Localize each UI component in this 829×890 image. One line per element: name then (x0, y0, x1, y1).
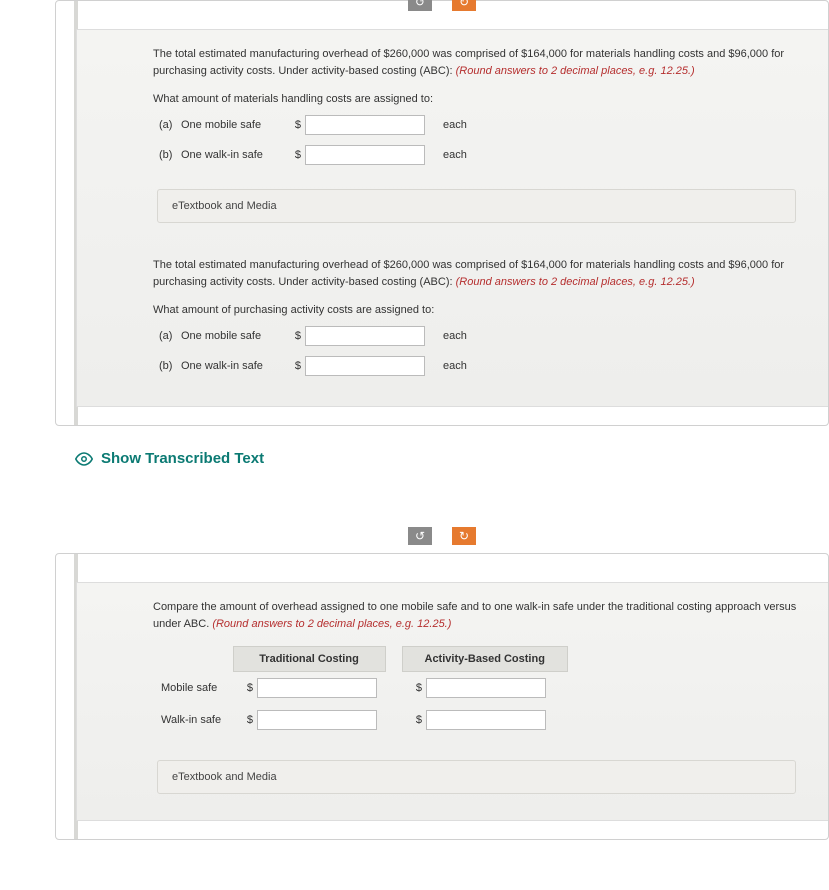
trad-walkin-input[interactable] (257, 710, 377, 730)
dollar-sign: $ (410, 682, 422, 694)
input-row-2a: (a) One mobile safe $ each (153, 326, 800, 346)
row-suffix: each (443, 119, 467, 131)
input-row-1b: (b) One walk-in safe $ each (153, 145, 800, 165)
row-letter: (b) (153, 360, 181, 372)
abc-mobile-input[interactable] (426, 678, 546, 698)
input-row-2b: (b) One walk-in safe $ each (153, 356, 800, 376)
col-header-abc: Activity-Based Costing (402, 647, 567, 672)
row-label: One walk-in safe (181, 149, 291, 161)
row-suffix: each (443, 149, 467, 161)
intro-text-3: Compare the amount of overhead assigned … (153, 599, 800, 632)
row-letter: (a) (153, 119, 181, 131)
sub-question-1: What amount of materials handling costs … (153, 93, 800, 105)
show-transcribed-label: Show Transcribed Text (101, 450, 264, 467)
row-label: One mobile safe (181, 330, 291, 342)
col-header-traditional: Traditional Costing (233, 647, 385, 672)
table-row: Walk-in safe $ $ (153, 704, 567, 736)
abc-walkin-input[interactable] (426, 710, 546, 730)
amount-input-2a[interactable] (305, 326, 425, 346)
question-panel-2: Compare the amount of overhead assigned … (76, 582, 828, 821)
row-label-mobile: Mobile safe (153, 672, 233, 705)
undo-icon[interactable]: ↺ (408, 527, 432, 545)
toolbar-mid: ↺ ↻ (55, 527, 829, 545)
eye-icon (75, 452, 93, 466)
row-suffix: each (443, 360, 467, 372)
trad-mobile-input[interactable] (257, 678, 377, 698)
round-hint-1: (Round answers to 2 decimal places, e.g.… (456, 65, 695, 77)
row-suffix: each (443, 330, 467, 342)
dollar-sign: $ (410, 714, 422, 726)
comparison-table: Traditional Costing Activity-Based Costi… (153, 646, 568, 736)
dollar-sign: $ (291, 149, 305, 161)
sub-question-2: What amount of purchasing activity costs… (153, 304, 800, 316)
question-card-1: ↺ ↻ The total estimated manufacturing ov… (55, 0, 829, 426)
redo-icon[interactable]: ↻ (452, 527, 476, 545)
row-label: One mobile safe (181, 119, 291, 131)
dollar-sign: $ (291, 330, 305, 342)
redo-icon[interactable]: ↻ (452, 0, 476, 11)
show-transcribed-link[interactable]: Show Transcribed Text (75, 450, 829, 467)
etextbook-bar-1[interactable]: eTextbook and Media (157, 189, 796, 223)
dollar-sign: $ (291, 119, 305, 131)
undo-icon[interactable]: ↺ (408, 0, 432, 11)
row-letter: (b) (153, 149, 181, 161)
question-panel-1: The total estimated manufacturing overhe… (76, 29, 828, 407)
intro-text-2: The total estimated manufacturing overhe… (153, 257, 800, 290)
dollar-sign: $ (291, 360, 305, 372)
dollar-sign: $ (241, 682, 253, 694)
amount-input-1b[interactable] (305, 145, 425, 165)
round-hint-2: (Round answers to 2 decimal places, e.g.… (456, 276, 695, 288)
round-hint-3: (Round answers to 2 decimal places, e.g.… (212, 618, 451, 630)
input-row-1a: (a) One mobile safe $ each (153, 115, 800, 135)
row-label: One walk-in safe (181, 360, 291, 372)
intro-text-1: The total estimated manufacturing overhe… (153, 46, 800, 79)
row-letter: (a) (153, 330, 181, 342)
table-row: Mobile safe $ $ (153, 672, 567, 705)
amount-input-1a[interactable] (305, 115, 425, 135)
row-label-walkin: Walk-in safe (153, 704, 233, 736)
question-card-2: Compare the amount of overhead assigned … (55, 553, 829, 840)
dollar-sign: $ (241, 714, 253, 726)
etextbook-bar-2[interactable]: eTextbook and Media (157, 760, 796, 794)
amount-input-2b[interactable] (305, 356, 425, 376)
toolbar-top-1: ↺ ↻ (408, 0, 476, 11)
